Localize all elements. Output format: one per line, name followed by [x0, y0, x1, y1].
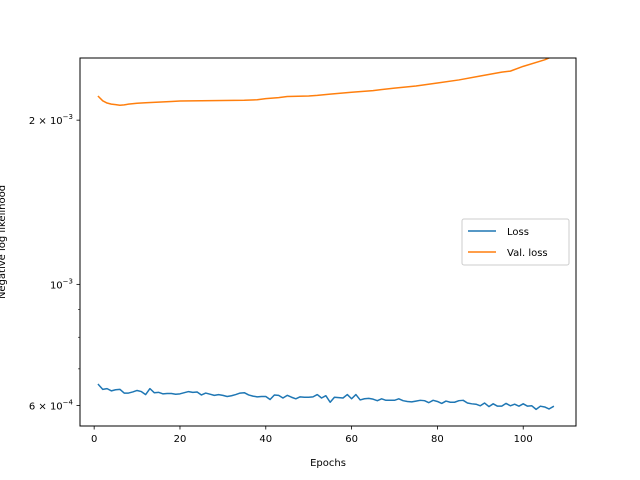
x-axis-label: Epochs [310, 458, 346, 469]
series-line-1 [97, 58, 551, 106]
plot-frame [79, 57, 577, 427]
y-tick-label: 6 × 10−4 [29, 398, 74, 412]
x-tick-label: 0 [91, 434, 97, 445]
x-tick-label: 80 [431, 434, 444, 445]
series-line-0 [97, 383, 555, 411]
x-tick-label: 60 [345, 434, 358, 445]
x-tick-label: 20 [174, 434, 187, 445]
series-layer [97, 58, 555, 411]
y-axis: 6 × 10−4 10−3 2 × 10−3 [29, 113, 80, 412]
y-axis-label: Negative log likelihood [0, 185, 8, 299]
y-tick-label: 10−3 [50, 277, 73, 291]
y-tick-label: 2 × 10−3 [29, 113, 73, 127]
x-tick-label: 40 [259, 434, 272, 445]
x-tick-label: 100 [514, 434, 533, 445]
legend: Loss Val. loss [461, 218, 570, 266]
x-axis: 0 20 40 60 80 100 [91, 426, 533, 445]
legend-label-0: Loss [507, 227, 529, 238]
legend-label-1: Val. loss [507, 248, 548, 259]
